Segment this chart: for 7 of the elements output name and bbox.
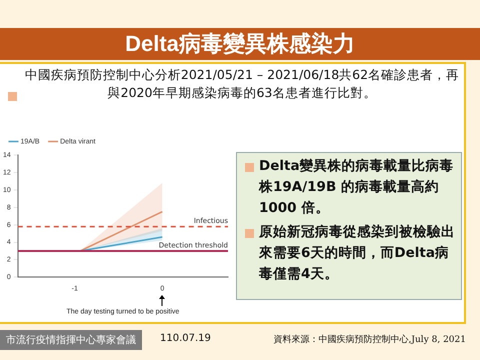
text: 中國疾病預防控制中心分析2021/05/21 – 2021/06/18共62名確診患者，再與2020年早期感染病毒的63名患者進行比對。 (24, 66, 460, 102)
text: 110.07.19 (160, 333, 211, 344)
chart-title: Delta病毒變異株感染力 (0, 28, 480, 60)
source-note: 資料來源：中國疾病預防控制中心,July 8, 2021 (274, 334, 466, 346)
text: 市流行疫情指揮中心專家會議 (0, 330, 142, 350)
text: 原始新冠病毒從感染到被檢驗出來需要6天的時間，而Delta病毒僅需4天。 (259, 223, 456, 284)
text: Delta變異株的病毒載量比病毒株19A/19B 的病毒載量高約 1000 倍。 (259, 157, 455, 218)
